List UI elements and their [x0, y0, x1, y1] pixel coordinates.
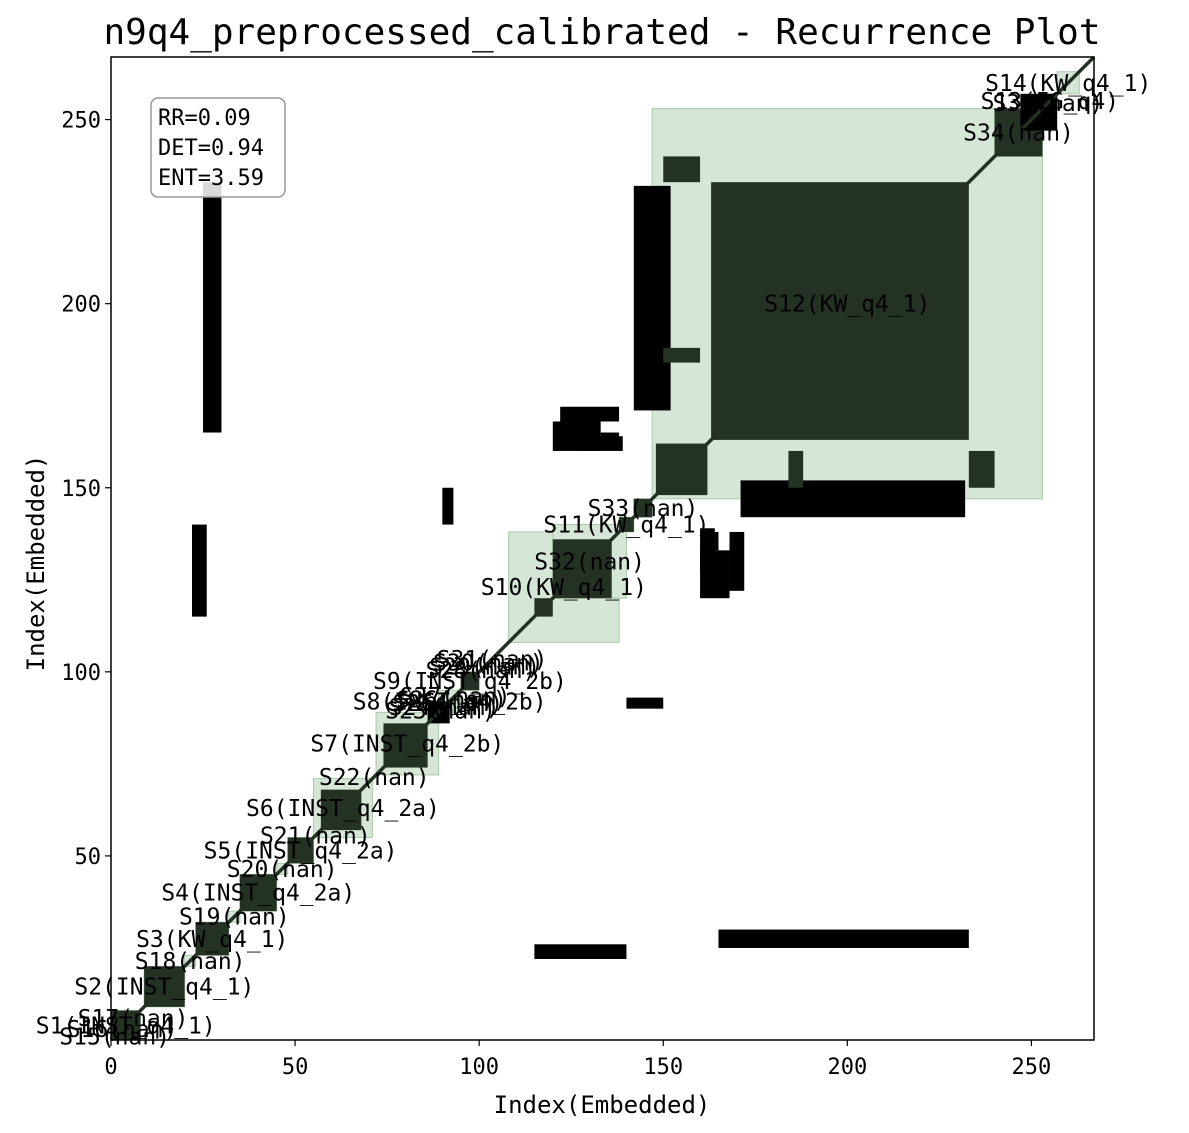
x-tick-label: 250	[1012, 1055, 1052, 1080]
y-tick-label: 50	[75, 845, 102, 870]
recurrence-block	[534, 944, 627, 960]
segment-label: S13(IG_q4)	[981, 89, 1119, 115]
segment-label: S19(nan)	[179, 905, 290, 931]
recurrence-block	[633, 185, 671, 411]
segment-label: S28(nan)	[426, 658, 537, 684]
segment-label: S18(nan)	[135, 949, 246, 975]
segment-label: S21(nan)	[260, 824, 371, 850]
segment-label: S35(nan)	[993, 91, 1104, 117]
segment-label: S23(nan)	[385, 698, 496, 724]
segment-label: S31(nan)	[437, 647, 548, 673]
x-tick-label: 150	[643, 1055, 683, 1080]
segment-label: S5(INST_q4_2a)	[204, 838, 398, 864]
segment-label: S25(nan)	[392, 691, 503, 717]
recurrence-diagonal	[109, 55, 1096, 1042]
recurrence-block	[663, 156, 701, 183]
recurrence-block	[718, 929, 969, 948]
stat-ent: ENT=3.59	[158, 166, 264, 191]
recurrence-block	[707, 531, 719, 551]
recurrence-block	[626, 697, 664, 709]
x-tick-label: 50	[282, 1055, 309, 1080]
recurrence-block	[560, 406, 620, 422]
stat-rr: RR=0.09	[158, 106, 251, 131]
segment-label: S26(nan)	[396, 687, 507, 713]
segment-label: S3(KW_q4_1)	[136, 927, 288, 953]
recurrence-block	[600, 432, 620, 444]
segment-label: S30(nan)	[433, 651, 544, 677]
recurrence-block	[788, 450, 804, 488]
segment-label: S10(KW_q4_1)	[481, 575, 647, 601]
plot-frame	[110, 56, 1095, 1041]
segment-label: S6(INST_q4_2a)	[246, 796, 440, 822]
segment-label: S15(nan)	[59, 1024, 170, 1050]
stats-box-frame	[150, 97, 286, 198]
segment-label: S11(KW_q4_1)	[543, 513, 709, 539]
segment-label: S16(nan)	[67, 1017, 178, 1043]
recurrence-block	[968, 450, 995, 488]
segment-label: S4(INST_q4_2a)	[161, 881, 355, 907]
x-tick-label: 100	[459, 1055, 499, 1080]
segment-label: S14(KW_q4_1)	[985, 71, 1151, 97]
y-tick-label: 150	[61, 477, 101, 502]
x-tick-label: 200	[827, 1055, 867, 1080]
segment-label: S12(KW_q4_1)	[764, 292, 930, 318]
segment-label: S24(nan)	[389, 695, 500, 721]
segment-label: S22(nan)	[319, 765, 430, 791]
segment-label-layer: S1(INST_q4_1) S2(INST_q4_1) S3(KW_q4_1) S4(…	[36, 71, 1152, 1051]
segment-label: S20(nan)	[227, 857, 338, 883]
segment-label: S34(nan)	[963, 120, 1074, 146]
recurrence-block	[740, 480, 966, 518]
plot-area: S1(INST_q4_1) S2(INST_q4_1) S3(KW_q4_1) S4(…	[36, 55, 1152, 1051]
recurrence-block	[663, 347, 701, 363]
y-tick-label: 200	[61, 293, 101, 318]
y-axis-label: Index(Embedded)	[22, 455, 50, 672]
segment-label: S7(INST_q4_2b)	[310, 732, 504, 758]
recurrence-block	[729, 531, 745, 591]
y-axis-ticks: 50 100 150 200 250	[61, 109, 111, 870]
segment-label: S9(INST_q4_2b)	[373, 669, 567, 695]
segment-label: S29(nan)	[429, 654, 540, 680]
segment-label: S17(nan)	[78, 1006, 189, 1032]
x-axis-ticks: 0 50 100 150 200 250	[104, 1040, 1051, 1080]
stat-det: DET=0.94	[158, 136, 264, 161]
recurrence-block	[442, 487, 454, 525]
segment-label: S8(INST_q4_2b)	[353, 689, 547, 715]
segment-label: S27(nan)	[400, 684, 511, 710]
segment-label: S2(INST_q4_1)	[74, 975, 254, 1001]
chart-title: n9q4_preprocessed_calibrated - Recurrenc…	[104, 12, 1101, 53]
y-tick-label: 250	[61, 109, 101, 134]
recurrence-block	[203, 182, 222, 433]
y-tick-label: 100	[61, 661, 101, 686]
segment-label: S33(nan)	[588, 496, 699, 522]
segment-label: S1(INST_q4_1)	[36, 1013, 216, 1039]
x-axis-label: Index(Embedded)	[494, 1091, 711, 1119]
x-tick-label: 0	[104, 1055, 117, 1080]
stats-box: RR=0.09 DET=0.94 ENT=3.59	[150, 97, 286, 198]
recurrence-layer	[109, 55, 1096, 1042]
segment-label: S32(nan)	[534, 549, 645, 575]
recurrence-block	[191, 524, 207, 617]
